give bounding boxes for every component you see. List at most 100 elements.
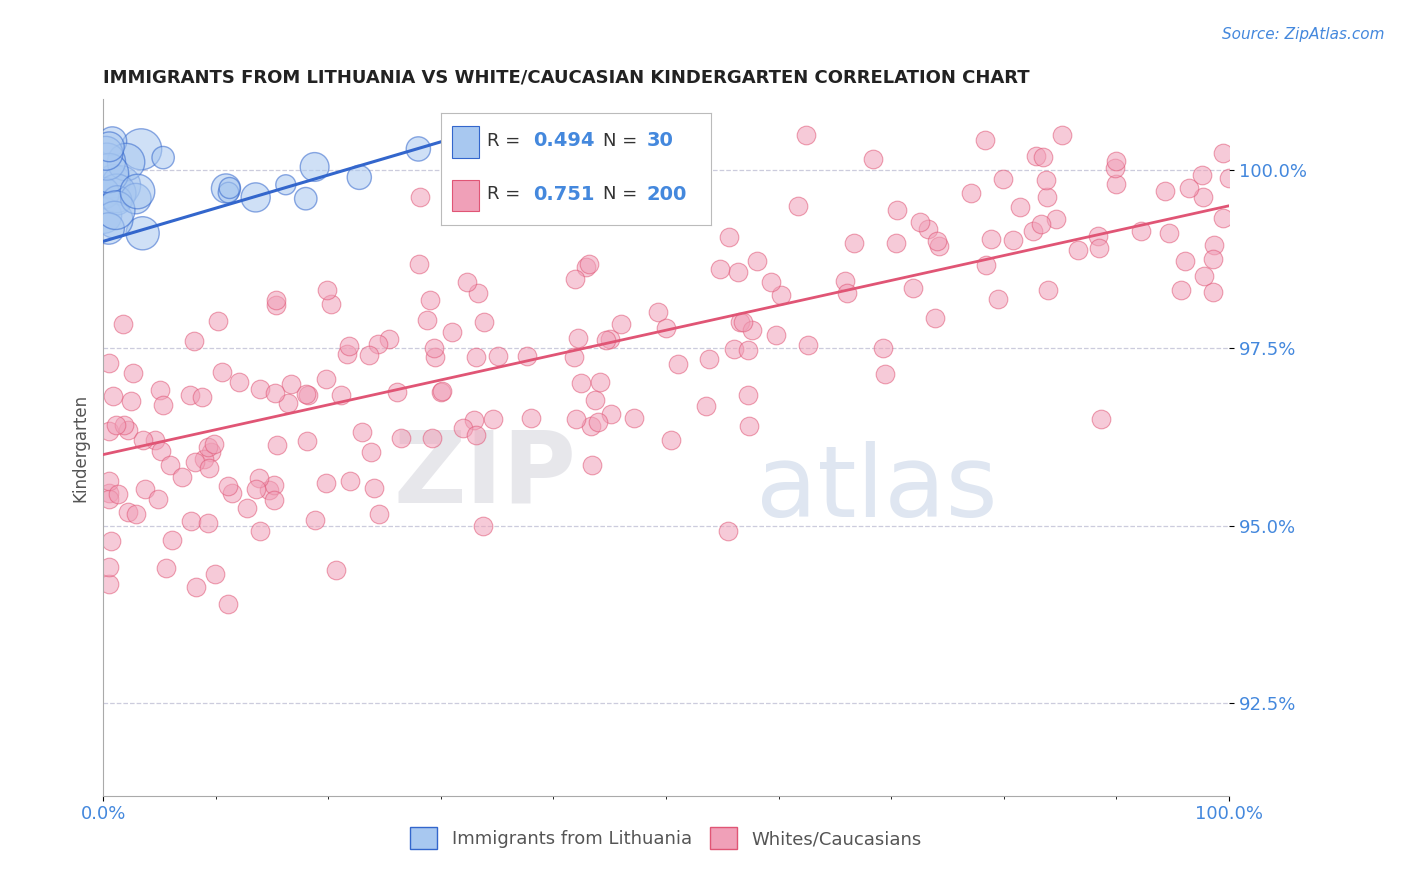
Point	[202, 437, 225, 451]
Point	[718, 230, 741, 244]
Point	[148, 383, 170, 397]
Point	[834, 273, 856, 287]
Point	[277, 396, 299, 410]
Point	[516, 350, 538, 364]
Point	[697, 351, 720, 366]
Point	[350, 425, 373, 439]
Text: 0.751: 0.751	[533, 185, 595, 204]
Point	[125, 192, 148, 206]
Point	[1202, 252, 1225, 266]
Point	[420, 431, 443, 445]
Point	[247, 470, 270, 484]
Point	[564, 271, 586, 285]
Point	[304, 160, 326, 174]
Point	[1025, 149, 1047, 163]
Point	[186, 580, 208, 594]
Point	[666, 357, 689, 371]
Point	[97, 424, 120, 438]
Point	[359, 348, 381, 362]
Point	[264, 386, 287, 401]
Point	[408, 142, 430, 156]
Point	[472, 315, 495, 329]
Text: 0.494: 0.494	[533, 131, 595, 151]
Point	[105, 417, 128, 432]
Text: R =: R =	[486, 132, 526, 150]
Point	[465, 350, 488, 364]
Point	[101, 389, 124, 403]
Point	[987, 293, 1010, 307]
Point	[103, 174, 125, 188]
Point	[103, 212, 125, 227]
Point	[179, 388, 201, 402]
Point	[100, 533, 122, 548]
Point	[315, 475, 337, 490]
Text: 200: 200	[647, 185, 686, 204]
Point	[97, 492, 120, 507]
Point	[146, 491, 169, 506]
Point	[127, 185, 149, 199]
Point	[155, 561, 177, 575]
Point	[97, 577, 120, 591]
Point	[363, 481, 385, 495]
Point	[316, 283, 339, 297]
Point	[97, 221, 120, 235]
Point	[152, 398, 174, 412]
Point	[1045, 212, 1067, 227]
Point	[107, 487, 129, 501]
Point	[249, 524, 271, 539]
Point	[1035, 173, 1057, 187]
Point	[378, 332, 401, 346]
Point	[1212, 145, 1234, 160]
Point	[659, 433, 682, 447]
Point	[207, 314, 229, 328]
Point	[419, 293, 441, 308]
Text: IMMIGRANTS FROM LITHUANIA VS WHITE/CAUCASIAN KINDERGARTEN CORRELATION CHART: IMMIGRANTS FROM LITHUANIA VS WHITE/CAUCA…	[103, 69, 1029, 87]
Point	[218, 181, 240, 195]
Point	[101, 134, 124, 148]
Point	[571, 376, 593, 390]
Point	[415, 313, 437, 327]
Point	[105, 186, 128, 201]
Point	[741, 323, 763, 337]
Point	[389, 431, 412, 445]
Point	[928, 239, 950, 253]
Point	[425, 350, 447, 364]
Point	[482, 412, 505, 426]
Point	[430, 385, 453, 400]
Point	[172, 470, 194, 484]
Point	[180, 514, 202, 528]
Point	[125, 507, 148, 521]
Point	[1202, 285, 1225, 299]
Point	[249, 382, 271, 396]
Point	[120, 394, 142, 409]
Point	[581, 458, 603, 472]
Point	[184, 455, 207, 469]
Point	[1050, 128, 1073, 142]
Point	[1002, 233, 1025, 247]
Point	[134, 482, 156, 496]
Point	[1192, 268, 1215, 283]
Point	[315, 372, 337, 386]
Point	[245, 482, 267, 496]
Point	[862, 152, 884, 166]
Point	[709, 261, 731, 276]
Point	[221, 485, 243, 500]
Point	[319, 297, 342, 311]
Point	[266, 298, 288, 312]
Point	[579, 419, 602, 434]
Point	[336, 347, 359, 361]
Point	[1105, 177, 1128, 191]
Text: R =: R =	[486, 186, 526, 203]
Point	[1218, 170, 1240, 185]
Point	[738, 419, 761, 434]
Point	[329, 388, 352, 402]
Point	[1038, 283, 1060, 297]
Point	[117, 423, 139, 437]
Text: N =: N =	[603, 186, 643, 203]
Point	[737, 388, 759, 402]
Point	[463, 413, 485, 427]
Point	[360, 444, 382, 458]
Point	[586, 415, 609, 429]
Point	[197, 440, 219, 454]
Point	[112, 418, 135, 433]
